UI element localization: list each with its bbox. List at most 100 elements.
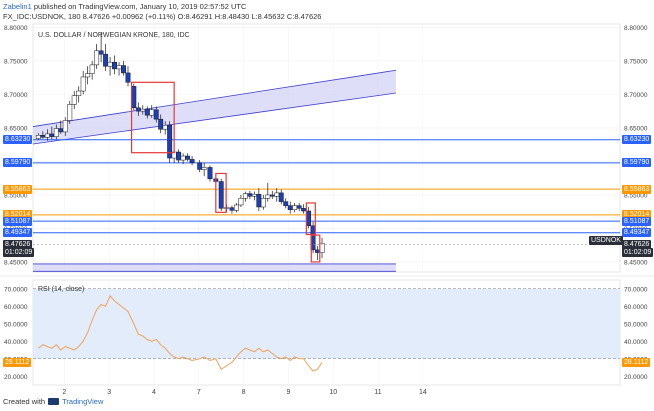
price-tag-left: 8.59790 (3, 158, 33, 168)
candle-down (287, 205, 293, 210)
highlight-box (305, 202, 316, 236)
candle-up (85, 73, 91, 78)
author-link[interactable]: Zabelin1 (3, 2, 32, 11)
candle-down (189, 159, 195, 163)
footer: Created with TradingView (3, 397, 103, 406)
price-tag-left: 8.52014 (3, 210, 33, 220)
candle-down (229, 207, 235, 211)
candle-down (131, 86, 137, 109)
candle-down (103, 53, 109, 67)
last-price: 8.47626 (82, 12, 110, 21)
footer-text: Created with (3, 397, 46, 406)
publish-info: published on TradingView.com, January 10… (33, 2, 247, 11)
y-tick-label-left: 8.75000 (4, 58, 28, 65)
rsi-tick-label-right: 20.0000 (624, 374, 648, 381)
price-tag-left: 01:02:09 (3, 247, 35, 257)
x-tick-label: 9 (286, 389, 290, 396)
price-tag-right: 8.52014 (622, 210, 652, 220)
x-tick-label: 14 (419, 389, 427, 396)
candle-down (158, 118, 164, 130)
channel-band (33, 263, 396, 272)
candle-up (274, 192, 280, 197)
rsi-tick-label-left: 60.0000 (4, 304, 28, 311)
x-tick-label: 3 (107, 389, 111, 396)
price-pane: 8.80000 8.80000 8.75000 8.75000 8.70000 8.700… (0, 23, 654, 396)
candle-up (67, 104, 73, 121)
rsi-title: RSI (14, close) (38, 286, 84, 293)
x-tick-label: 2 (62, 389, 66, 396)
x-tick-label: 7 (197, 389, 201, 396)
y-tick-label-left: 8.45000 (4, 259, 28, 266)
y-tick-label-left: 8.55000 (4, 192, 28, 199)
candle-up (201, 167, 207, 170)
rsi-tick-label-left: 50.0000 (4, 321, 28, 328)
x-tick-label: 10 (329, 389, 337, 396)
rsi-tick-label-right: 50.0000 (624, 321, 648, 328)
candle-down (167, 124, 173, 159)
candle-down (218, 181, 224, 209)
rsi-tick-label-right: 70.0000 (624, 286, 648, 293)
candle-up (260, 198, 266, 208)
y-tick-label-right: 8.80000 (624, 25, 648, 32)
tradingview-link[interactable]: TradingView (62, 397, 104, 406)
candle-down (197, 162, 203, 170)
publish-line: Zabelin1 published on TradingView.com, J… (3, 2, 246, 11)
y-tick-label-right: 8.75000 (624, 58, 648, 65)
candle-up (233, 204, 239, 211)
candle-up (44, 133, 50, 138)
candle-up (242, 193, 248, 199)
x-tick-label: 4 (152, 389, 156, 396)
candle-down (40, 135, 46, 138)
candle-up (107, 61, 113, 67)
candle-up (71, 95, 77, 105)
highlight-box (310, 234, 321, 263)
rsi-tick-label-left: 40.0000 (4, 339, 28, 346)
channel-lower-line (32, 92, 397, 145)
candle-up (140, 108, 146, 112)
candle-up (94, 50, 100, 66)
price-tag-right: 8.47626 (622, 239, 652, 249)
rsi-tick-label-right: 60.0000 (624, 304, 648, 311)
candle-down (125, 72, 131, 83)
price-tag-left: 8.49347 (3, 228, 33, 238)
candle-down (153, 109, 159, 120)
price-tag-right: 8.51087 (622, 216, 652, 226)
y-tick-label-right: 8.70000 (624, 92, 648, 99)
price-tag-right: 8.63230 (622, 135, 652, 145)
x-tick-label: 8 (242, 389, 246, 396)
highlight-box (215, 172, 227, 213)
candle-down (269, 194, 275, 197)
price-tag-right: 8.49347 (622, 228, 652, 238)
rsi-band (33, 288, 620, 359)
highlight-box (130, 81, 175, 154)
symbol-label: FX_IDC:USDNOK, 180 (3, 12, 81, 21)
tradingview-logo-icon (48, 398, 60, 405)
rsi-line (38, 294, 323, 372)
candle-down (98, 50, 104, 55)
candle-up (76, 90, 82, 96)
candle-up (80, 76, 86, 92)
candle-down (176, 151, 182, 161)
y-tick-label-right: 8.65000 (624, 125, 648, 132)
candle-up (53, 128, 59, 137)
candle-up (149, 109, 155, 116)
y-tick-label-right: 8.45000 (624, 259, 648, 266)
rsi-tick-label-right: 40.0000 (624, 339, 648, 346)
candle-up (89, 64, 95, 74)
channel-upper-line (32, 69, 397, 127)
rsi-value-tag-left: 28.1112 (3, 357, 32, 367)
candle-down (296, 205, 302, 209)
price-tag-left: 8.55863 (3, 184, 33, 194)
candle-down (207, 167, 213, 180)
candle-up (265, 194, 271, 199)
candle-down (144, 108, 150, 116)
candle-down (112, 61, 118, 70)
candle-down (256, 193, 262, 208)
quote-line: FX_IDC:USDNOK, 180 8.47626 +0.00962 (+0.… (3, 12, 321, 21)
rsi-pane: 70.0000 70.0000 60.0000 60.0000 50.0000 50.00… (4, 279, 648, 386)
candle-up (116, 65, 122, 70)
y-tick-label-right: 8.55000 (624, 192, 648, 199)
candle-down (58, 128, 64, 133)
symbol-tag: USDNOK (589, 236, 623, 246)
